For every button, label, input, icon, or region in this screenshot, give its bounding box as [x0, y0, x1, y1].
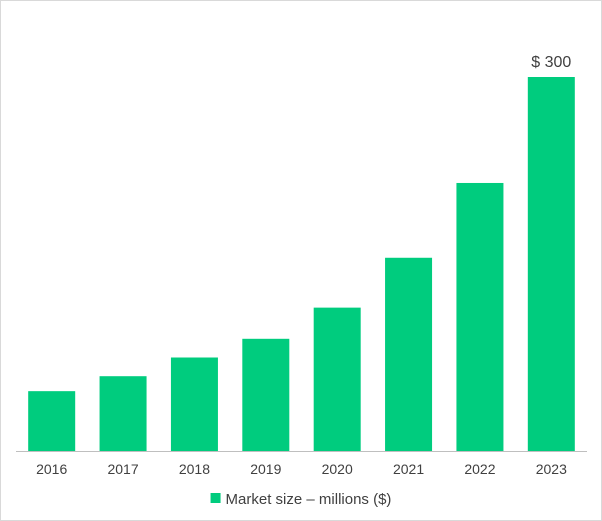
legend: Market size – millions ($): [210, 491, 392, 508]
data-label-2023: $ 300: [531, 54, 571, 71]
bar-2018: [170, 357, 218, 451]
x-tick-label-2023: 2023: [536, 461, 567, 477]
x-tick-label-2018: 2018: [179, 461, 210, 477]
bar-2022: [456, 182, 504, 451]
x-axis-tick-labels: 2016 2017 2018 2019 2020 2021 2022 2023: [36, 461, 567, 477]
bar-2021: [385, 257, 433, 451]
bar-2023: [527, 77, 575, 451]
bar-2017: [99, 376, 147, 451]
x-tick-label-2017: 2017: [107, 461, 138, 477]
legend-swatch-market-size: [210, 493, 221, 503]
bars-layer: [28, 77, 575, 451]
x-tick-label-2020: 2020: [322, 461, 353, 477]
bar-2016: [28, 391, 76, 451]
x-tick-label-2022: 2022: [464, 461, 495, 477]
bar-2020: [313, 307, 361, 451]
x-tick-label-2016: 2016: [36, 461, 67, 477]
legend-label-market-size: Market size – millions ($): [226, 491, 392, 508]
data-labels-layer: $ 300: [531, 54, 571, 71]
x-tick-label-2021: 2021: [393, 461, 424, 477]
x-tick-label-2019: 2019: [250, 461, 281, 477]
bar-2019: [242, 338, 290, 451]
